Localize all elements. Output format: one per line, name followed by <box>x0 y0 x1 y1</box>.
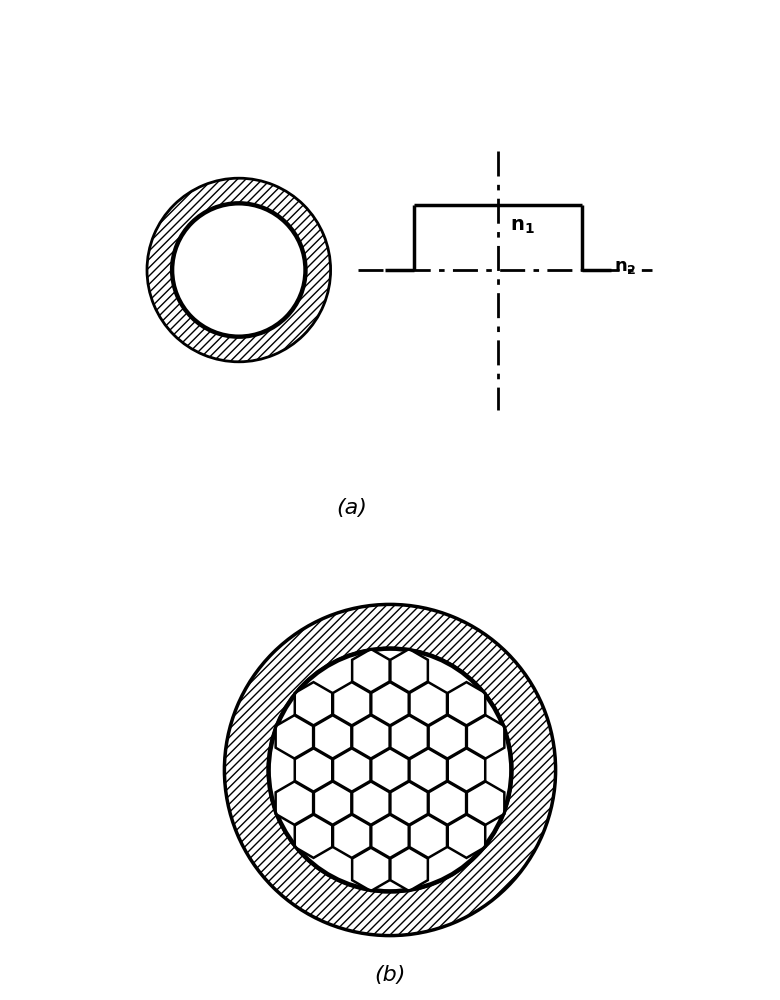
Circle shape <box>173 204 305 336</box>
Polygon shape <box>333 815 370 858</box>
Text: (b): (b) <box>374 965 406 985</box>
Polygon shape <box>352 715 390 759</box>
Polygon shape <box>275 715 313 759</box>
Polygon shape <box>410 815 447 858</box>
Polygon shape <box>467 781 505 825</box>
Polygon shape <box>429 715 466 759</box>
Polygon shape <box>314 781 351 825</box>
Polygon shape <box>390 781 428 825</box>
Polygon shape <box>448 748 485 792</box>
Text: (a): (a) <box>337 498 367 518</box>
Text: $\mathbf{n_2}$: $\mathbf{n_2}$ <box>614 258 636 276</box>
Polygon shape <box>448 682 485 725</box>
Polygon shape <box>352 781 390 825</box>
Polygon shape <box>314 715 351 759</box>
Polygon shape <box>371 682 409 725</box>
Polygon shape <box>295 682 332 725</box>
Polygon shape <box>410 682 447 725</box>
Polygon shape <box>390 848 428 891</box>
Polygon shape <box>371 748 409 792</box>
Polygon shape <box>390 715 428 759</box>
Polygon shape <box>352 848 390 891</box>
Polygon shape <box>295 815 332 858</box>
Polygon shape <box>371 815 409 858</box>
Polygon shape <box>410 748 447 792</box>
Polygon shape <box>295 748 332 792</box>
Polygon shape <box>275 781 313 825</box>
Circle shape <box>269 649 511 891</box>
Polygon shape <box>448 815 485 858</box>
Text: $\mathbf{n_1}$: $\mathbf{n_1}$ <box>510 217 534 236</box>
Polygon shape <box>352 649 390 692</box>
Polygon shape <box>390 649 428 692</box>
Polygon shape <box>333 682 370 725</box>
Polygon shape <box>333 748 370 792</box>
Polygon shape <box>467 715 505 759</box>
Polygon shape <box>429 781 466 825</box>
